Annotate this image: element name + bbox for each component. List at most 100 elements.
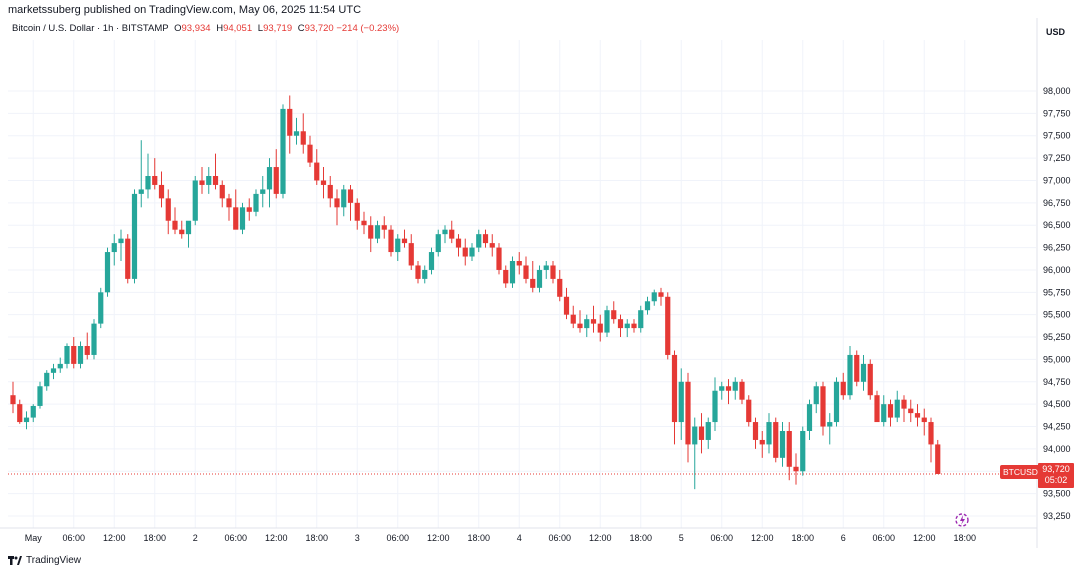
candle-body <box>476 234 482 248</box>
candle-body <box>435 234 441 253</box>
candle-body <box>84 346 90 355</box>
candle-body <box>617 319 624 329</box>
close-label: C <box>297 23 305 34</box>
candle-body <box>192 180 198 221</box>
candle-body <box>469 247 475 257</box>
x-tick-label: 12:00 <box>913 533 936 543</box>
candle-body <box>597 323 603 333</box>
candle-body <box>185 220 192 235</box>
candle-body <box>374 225 381 239</box>
candle-body <box>793 466 799 472</box>
y-tick-label: 95,750 <box>1043 287 1071 297</box>
replay-icon[interactable] <box>954 512 970 528</box>
candle-body <box>584 319 590 329</box>
candle-body <box>881 404 887 423</box>
candle-body <box>658 292 664 297</box>
candle-body <box>631 323 637 329</box>
candle-body <box>368 225 374 239</box>
candle-body <box>590 319 597 324</box>
candle-body <box>671 354 678 423</box>
candle-body <box>219 184 225 199</box>
low-value: 93,719 <box>263 23 293 34</box>
candle-body <box>644 301 651 311</box>
y-tick-label: 97,750 <box>1043 108 1071 118</box>
last-price-value: 93,720 <box>1042 464 1070 474</box>
x-tick-label: 18:00 <box>467 533 490 543</box>
candle-body <box>138 189 144 194</box>
candle-body <box>212 176 219 185</box>
y-tick-label: 97,500 <box>1043 131 1071 141</box>
candle-body <box>496 247 502 270</box>
x-tick-label: 12:00 <box>265 533 288 543</box>
candle-body <box>273 167 279 194</box>
candle-body <box>611 310 617 320</box>
last-price-tag: 93,720 05:02 <box>1038 463 1074 488</box>
x-tick-label: 5 <box>679 533 684 543</box>
candle-body <box>577 323 583 329</box>
candle-body <box>118 238 124 244</box>
candle-body <box>401 238 408 244</box>
candle-countdown: 05:02 <box>1044 475 1068 485</box>
symbol-price-tag: BTCUSD <box>1000 465 1041 479</box>
candle-body <box>44 372 50 387</box>
candle-body <box>725 386 732 391</box>
y-tick-label: 94,250 <box>1043 422 1071 432</box>
candle-body <box>442 229 448 235</box>
candle-body <box>253 193 259 212</box>
candle-body <box>698 426 705 440</box>
x-tick-label: 12:00 <box>103 533 126 543</box>
candle-body <box>77 346 84 364</box>
candle-body <box>361 220 367 226</box>
candle-body <box>17 404 23 423</box>
candle-body <box>260 189 266 194</box>
tradingview-logo-icon[interactable] <box>8 556 22 565</box>
candle-body <box>752 422 759 440</box>
y-tick-label: 93,250 <box>1043 511 1071 521</box>
candle-body <box>125 238 131 279</box>
x-tick-label: May <box>25 533 43 543</box>
candle-body <box>827 422 833 427</box>
candle-body <box>759 439 765 445</box>
candle-body <box>428 252 435 270</box>
candle-body <box>30 405 36 418</box>
candle-body <box>266 167 273 190</box>
y-tick-label: 97,000 <box>1043 175 1071 185</box>
time-axis: May 06:00 12:00 18:00 2 06:00 12:00 18:00 3 06:00… <box>25 533 976 543</box>
candle-body <box>712 390 718 423</box>
x-tick-label: 06:00 <box>548 533 571 543</box>
x-tick-label: 12:00 <box>751 533 774 543</box>
candle-body <box>516 261 522 266</box>
candle-body <box>840 381 846 396</box>
y-tick-label: 95,000 <box>1043 354 1071 364</box>
candle-body <box>462 247 468 257</box>
candle-body <box>179 229 185 235</box>
candle-body <box>563 296 570 315</box>
candle-body <box>685 381 691 445</box>
y-tick-label: 96,250 <box>1043 243 1071 253</box>
x-tick-label: 12:00 <box>589 533 612 543</box>
currency-label[interactable]: USD <box>1046 27 1066 37</box>
close-value: 93,720 <box>304 23 334 34</box>
x-tick-label: 06:00 <box>62 533 85 543</box>
change-value: −214 (−0.23%) <box>336 23 400 34</box>
symbol-name[interactable]: Bitcoin / U.S. Dollar · 1h · BITSTAMP <box>12 23 169 34</box>
candle-body <box>341 189 347 208</box>
candle-body <box>23 417 30 423</box>
x-tick-label: 06:00 <box>710 533 733 543</box>
footer-brand[interactable]: TradingView <box>26 555 82 566</box>
candle-body <box>509 261 516 284</box>
candle-body <box>935 444 941 474</box>
candle-body <box>624 323 630 329</box>
candle-body <box>719 386 725 391</box>
candle-body <box>91 323 97 355</box>
candle-body <box>692 426 698 445</box>
candle-body <box>226 198 232 208</box>
candle-body <box>449 229 455 239</box>
x-tick-label: 4 <box>517 533 522 543</box>
y-tick-label: 96,000 <box>1043 265 1071 275</box>
candle-body <box>928 422 934 445</box>
y-tick-label: 94,500 <box>1043 399 1071 409</box>
candle-body <box>280 108 286 194</box>
candle-body <box>503 269 509 284</box>
